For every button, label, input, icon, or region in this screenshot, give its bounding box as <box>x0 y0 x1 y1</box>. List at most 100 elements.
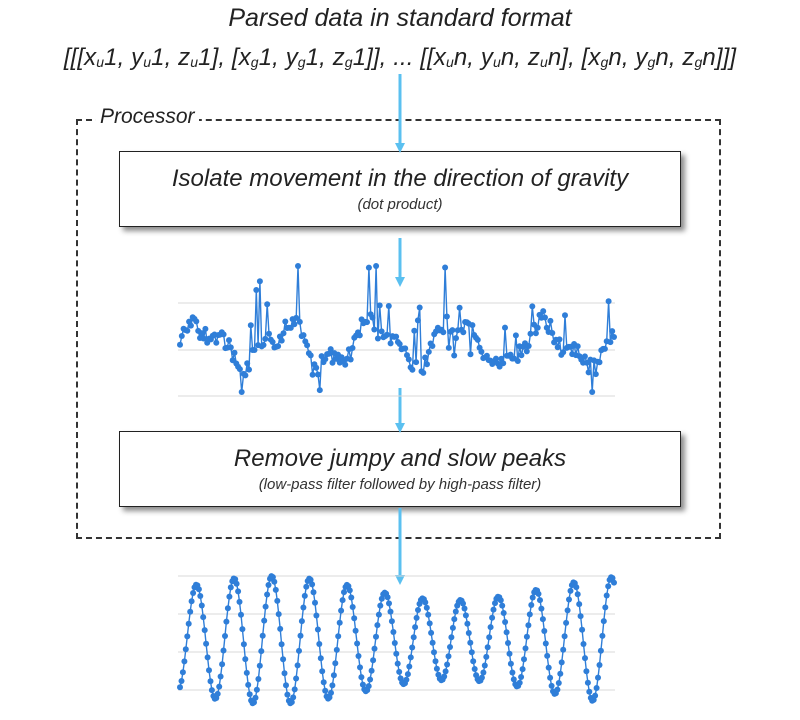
filtered-point <box>544 652 551 659</box>
filtered-point <box>599 632 606 639</box>
filtered-point <box>426 620 433 627</box>
signal-point <box>529 303 536 310</box>
signal-point <box>304 342 311 349</box>
filtered-point <box>280 656 287 663</box>
signal-point <box>449 327 456 334</box>
filtered-point <box>317 655 324 662</box>
filtered-point <box>259 632 266 639</box>
signal-point <box>422 354 429 361</box>
filtered-point <box>558 659 565 666</box>
filtered-point <box>390 629 397 635</box>
filtered-point <box>535 590 542 597</box>
gravity-signal-plot <box>177 263 617 397</box>
filtered-point <box>198 602 205 609</box>
header-title: Parsed data in standard format <box>228 4 572 32</box>
filtered-point <box>233 580 240 587</box>
filtered-point <box>330 672 337 679</box>
filtered-signal-plot <box>177 573 617 707</box>
signal-point <box>253 287 260 293</box>
filtered-point <box>348 594 355 601</box>
filtered-point <box>519 666 526 673</box>
filtered-point <box>547 674 554 681</box>
filtered-point <box>253 686 260 693</box>
filtered-point <box>314 626 321 633</box>
filtered-point <box>461 605 468 612</box>
signal-point <box>295 263 301 269</box>
filtered-point <box>542 640 549 647</box>
signal-point <box>260 342 267 348</box>
filtered-point <box>278 641 285 648</box>
filtered-point <box>367 676 374 683</box>
filtered-point <box>412 624 419 631</box>
signal-point <box>374 335 381 342</box>
filtered-point <box>586 688 593 695</box>
filtered-point <box>224 605 231 612</box>
signal-point <box>329 359 336 366</box>
signal-point <box>264 301 271 308</box>
filtered-point <box>341 589 347 596</box>
filtered-point <box>204 654 211 661</box>
signal-point <box>416 304 423 311</box>
signal-point <box>369 314 376 321</box>
filtered-point <box>510 676 517 683</box>
signal-point <box>187 322 194 329</box>
filtered-point <box>406 663 413 670</box>
filtered-point <box>328 689 334 696</box>
filtered-point <box>235 588 242 595</box>
signal-point <box>493 355 499 362</box>
signal-point <box>269 339 276 345</box>
filtered-point <box>431 649 437 656</box>
filtered-point <box>339 597 346 604</box>
signal-point <box>500 360 507 367</box>
filtered-point <box>265 582 272 588</box>
signal-point <box>424 361 430 368</box>
signal-point <box>396 341 403 347</box>
filtered-point <box>396 668 403 675</box>
signal-point <box>278 337 285 344</box>
step-isolate-gravity-box: Isolate movement in the direction of gra… <box>119 151 681 227</box>
filtered-point <box>489 614 496 621</box>
filtered-point <box>595 674 601 681</box>
signal-point <box>393 333 400 340</box>
filtered-point <box>371 645 378 652</box>
step-title: Isolate movement in the direction of gra… <box>171 165 629 192</box>
filtered-point <box>561 633 568 640</box>
signal-point <box>373 263 380 269</box>
filtered-point <box>548 682 555 689</box>
signal-point <box>585 369 592 376</box>
signal-point <box>244 360 251 367</box>
signal-point <box>540 308 547 315</box>
filtered-point <box>577 613 584 620</box>
filtered-point <box>307 576 314 583</box>
filtered-point <box>505 640 511 646</box>
signal-point <box>445 344 452 351</box>
step-subtitle: (dot product) <box>357 196 443 213</box>
filtered-point <box>600 618 607 625</box>
filtered-point <box>503 629 510 636</box>
filtered-point <box>410 634 417 641</box>
filtered-point <box>500 610 507 616</box>
signal-point <box>414 317 421 324</box>
signal-point <box>527 330 534 337</box>
filtered-point <box>468 649 475 656</box>
signal-point <box>547 317 554 324</box>
filtered-point <box>242 656 249 663</box>
filtered-point <box>320 679 327 686</box>
filtered-point <box>351 615 358 622</box>
signal-point <box>592 371 599 378</box>
filtered-point <box>409 644 416 651</box>
filtered-point <box>290 694 297 701</box>
signal-point <box>405 356 412 363</box>
filtered-point <box>277 625 284 632</box>
filtered-point <box>478 674 485 681</box>
filtered-point <box>564 607 571 614</box>
filtered-point <box>236 598 243 605</box>
signal-point <box>226 337 232 344</box>
filtered-point <box>223 618 230 625</box>
filtered-point <box>537 597 543 604</box>
signal-point <box>275 343 282 350</box>
filtered-point <box>574 591 581 598</box>
filtered-point <box>177 684 183 691</box>
filtered-point <box>368 667 375 674</box>
signal-point <box>387 340 394 347</box>
